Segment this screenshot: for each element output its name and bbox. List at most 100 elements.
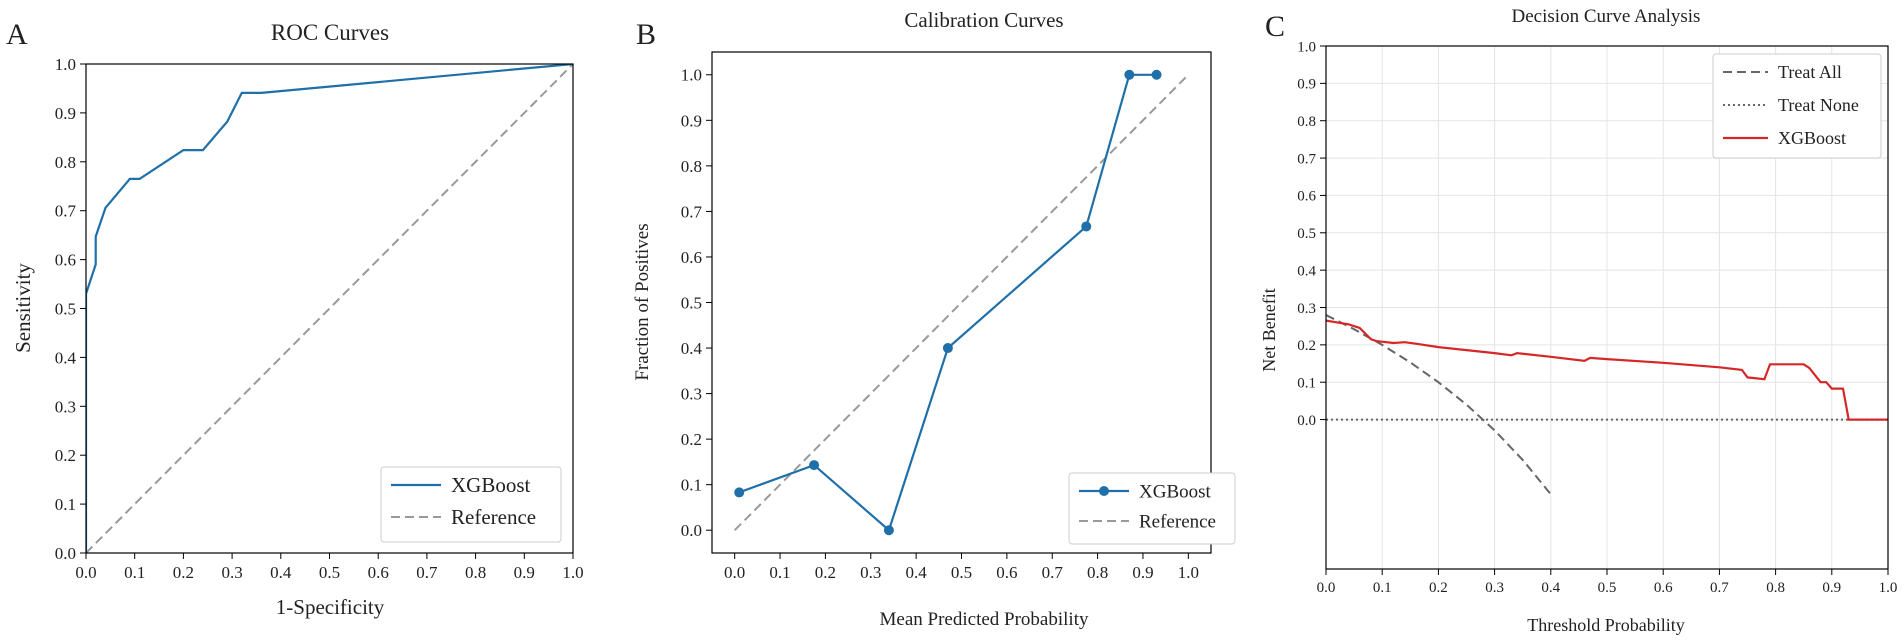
y-tick-label: 0.6 bbox=[55, 251, 76, 270]
x-tick-label: 0.0 bbox=[1317, 580, 1336, 596]
x-tick-label: 0.8 bbox=[1087, 563, 1108, 582]
y-tick-label: 0.4 bbox=[1297, 263, 1316, 279]
y-tick-label: 0.7 bbox=[681, 202, 703, 221]
y-tick-label: 0.6 bbox=[1297, 189, 1316, 205]
x-tick-label: 0.1 bbox=[769, 563, 790, 582]
data-point-xgboost bbox=[942, 343, 953, 354]
chart-title: ROC Curves bbox=[271, 20, 389, 45]
legend-label-xgboost: XGBoost bbox=[1778, 128, 1846, 148]
data-point-xgboost bbox=[809, 460, 820, 471]
y-tick-label: 0.0 bbox=[681, 521, 702, 540]
y-tick-label: 0.0 bbox=[1297, 413, 1316, 429]
y-tick-label: 0.1 bbox=[55, 495, 76, 514]
x-tick-label: 0.0 bbox=[75, 563, 96, 582]
y-tick-label: 0.2 bbox=[55, 446, 76, 465]
y-tick-label: 0.3 bbox=[1297, 301, 1316, 317]
panel-letter: B bbox=[636, 18, 656, 51]
y-tick-label: 0.7 bbox=[1297, 151, 1316, 167]
x-tick-label: 0.7 bbox=[1710, 580, 1729, 596]
data-point-xgboost bbox=[734, 487, 745, 498]
x-tick-label: 0.4 bbox=[1541, 580, 1560, 596]
x-tick-label: 0.6 bbox=[1654, 580, 1673, 596]
y-tick-label: 0.2 bbox=[1297, 338, 1316, 354]
x-tick-label: 0.2 bbox=[815, 563, 836, 582]
x-tick-label: 0.6 bbox=[996, 563, 1017, 582]
y-tick-label: 1.0 bbox=[55, 55, 76, 74]
legend-label-treat-all: Treat All bbox=[1778, 62, 1842, 82]
legend: XGBoost Reference bbox=[1068, 472, 1236, 545]
x-tick-label: 0.2 bbox=[173, 563, 194, 582]
x-tick-label: 0.1 bbox=[1373, 580, 1392, 596]
legend-label-reference: Reference bbox=[451, 505, 536, 529]
x-tick-label: 1.0 bbox=[1178, 563, 1199, 582]
x-tick-label: 0.9 bbox=[1822, 580, 1841, 596]
x-axis-label: 1-Specificity bbox=[276, 595, 385, 619]
y-tick-label: 0.1 bbox=[1297, 375, 1316, 391]
y-tick-label: 0.5 bbox=[55, 299, 76, 318]
y-axis-label: Net Benefit bbox=[1259, 288, 1279, 371]
x-tick-label: 0.8 bbox=[465, 563, 486, 582]
data-point-xgboost bbox=[883, 525, 894, 536]
x-tick-label: 0.9 bbox=[514, 563, 535, 582]
y-tick-label: 0.3 bbox=[681, 385, 702, 404]
x-tick-label: 0.5 bbox=[951, 563, 972, 582]
data-point-xgboost bbox=[1151, 69, 1162, 80]
chart-title: Calibration Curves bbox=[904, 8, 1063, 32]
panel-letter: A bbox=[6, 18, 28, 51]
y-tick-label: 0.8 bbox=[55, 153, 76, 172]
x-tick-label: 0.4 bbox=[270, 563, 292, 582]
y-tick-label: 0.8 bbox=[1297, 114, 1316, 130]
x-tick-label: 0.9 bbox=[1132, 563, 1153, 582]
plot-frame bbox=[711, 51, 1212, 554]
y-tick-label: 0.3 bbox=[55, 397, 76, 416]
x-axis-label: Mean Predicted Probability bbox=[880, 609, 1089, 630]
x-tick-label: 0.2 bbox=[1429, 580, 1448, 596]
y-tick-label: 0.5 bbox=[1297, 226, 1316, 242]
series-line-reference bbox=[733, 74, 1190, 531]
roc-panel: A ROC Curves 0.0 0.1 0.2 0.3 0.4 0.5 0.6 0.7 0.8 0.… bbox=[6, 18, 584, 619]
chart-title: Decision Curve Analysis bbox=[1512, 6, 1701, 27]
y-tick-label: 0.7 bbox=[55, 202, 77, 221]
y-tick-label: 0.9 bbox=[1297, 77, 1316, 93]
series-line-xgboost bbox=[1326, 319, 1888, 421]
x-axis-label: Threshold Probability bbox=[1527, 615, 1684, 635]
y-axis-label: Fraction of Positives bbox=[632, 223, 653, 380]
series-line-reference bbox=[86, 64, 573, 553]
legend: XGBoost Reference bbox=[380, 466, 562, 543]
series-line-xgboost bbox=[738, 73, 1157, 533]
legend-label-reference: Reference bbox=[1139, 511, 1216, 532]
y-tick-label: 0.8 bbox=[681, 157, 702, 176]
y-tick-label: 0.0 bbox=[55, 544, 76, 563]
legend: Treat All Treat None XGBoost bbox=[1712, 53, 1882, 159]
legend-label-xgboost: XGBoost bbox=[1139, 481, 1212, 502]
x-tick-label: 0.6 bbox=[368, 563, 389, 582]
data-point-xgboost bbox=[1081, 221, 1092, 232]
y-tick-label: 0.9 bbox=[55, 104, 76, 123]
series-line-xgboost bbox=[86, 64, 573, 553]
y-tick-label: 1.0 bbox=[1297, 39, 1316, 55]
legend-marker-xgboost bbox=[1099, 486, 1109, 496]
x-tick-label: 1.0 bbox=[1879, 580, 1898, 596]
y-tick-label: 0.6 bbox=[681, 248, 702, 267]
x-tick-label: 0.4 bbox=[906, 563, 928, 582]
plot-frame bbox=[1325, 45, 1889, 570]
y-tick-label: 0.4 bbox=[55, 348, 77, 367]
legend-box bbox=[1712, 53, 1882, 159]
decision-curve-panel: C Decision Curve Analysis 0.0 0.1 0.2 0.3 0.4 0… bbox=[1259, 6, 1897, 635]
x-tick-label: 0.8 bbox=[1766, 580, 1785, 596]
y-tick-label: 0.4 bbox=[681, 339, 703, 358]
y-tick-label: 0.5 bbox=[681, 293, 702, 312]
series-line-treat-all bbox=[1326, 314, 1552, 495]
y-tick-label: 1.0 bbox=[681, 66, 702, 85]
legend-label-treat-none: Treat None bbox=[1778, 95, 1859, 115]
panel-letter: C bbox=[1265, 10, 1285, 43]
x-tick-label: 0.3 bbox=[221, 563, 242, 582]
x-tick-label: 0.0 bbox=[724, 563, 745, 582]
x-tick-label: 0.5 bbox=[319, 563, 340, 582]
y-tick-label: 0.2 bbox=[681, 430, 702, 449]
x-tick-label: 0.5 bbox=[1598, 580, 1617, 596]
x-tick-label: 0.7 bbox=[1042, 563, 1064, 582]
data-point-xgboost bbox=[1124, 69, 1135, 80]
x-tick-label: 0.1 bbox=[124, 563, 145, 582]
